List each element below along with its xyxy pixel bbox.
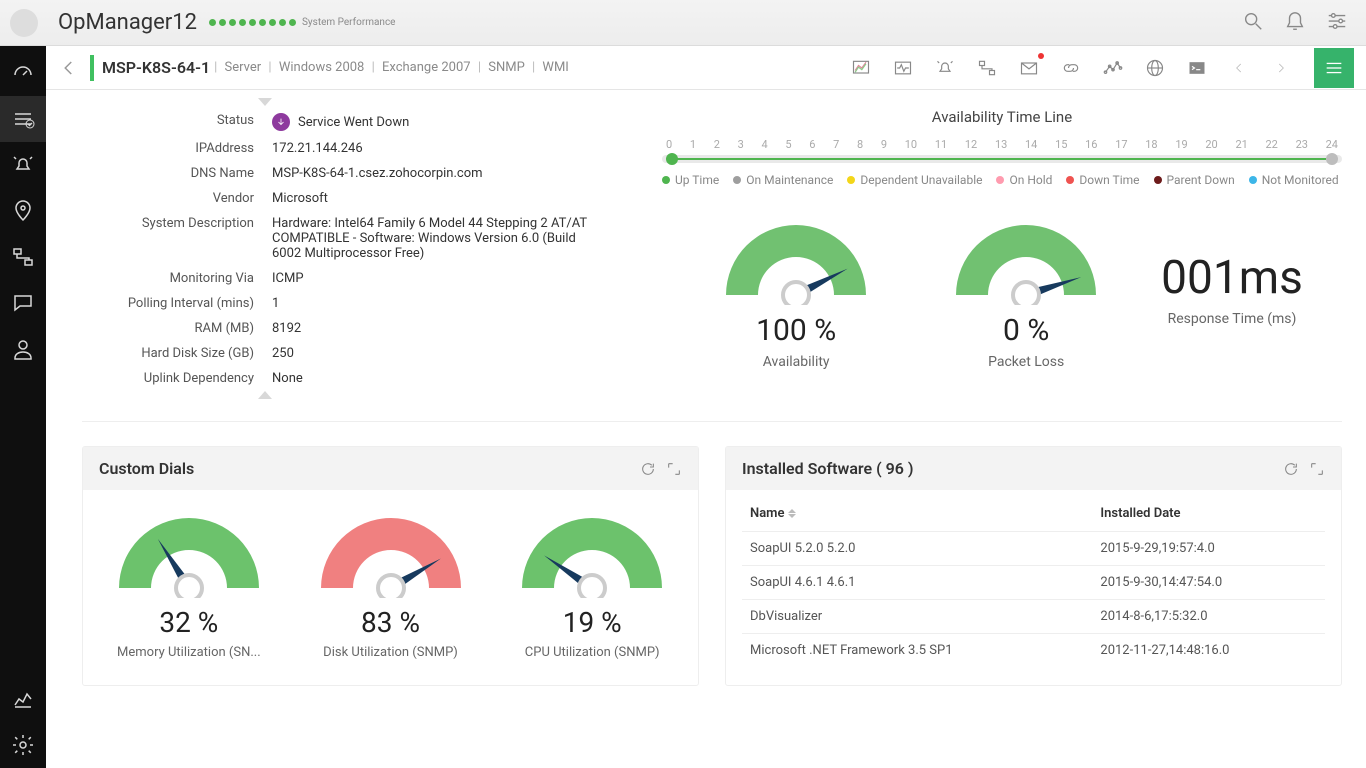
side-item-inventory[interactable] <box>0 96 46 142</box>
breadcrumb: | Server | Windows 2008 | Exchange 2007 … <box>210 60 569 75</box>
action-chart-icon[interactable] <box>846 53 876 83</box>
legend-item: Parent Down <box>1154 173 1235 187</box>
detail-row: RAM (MB)8192 <box>82 316 642 341</box>
app-logo: OpManager12 <box>58 10 197 35</box>
topbar: OpManager12 System Performance <box>0 0 1366 46</box>
detail-row: Uplink DependencyNone <box>82 366 642 391</box>
details-panel: StatusService Went DownIPAddress172.21.1… <box>82 108 642 391</box>
status-color-bar <box>90 55 94 81</box>
expand-up-icon[interactable] <box>258 98 272 106</box>
expand-down-icon[interactable] <box>258 391 272 399</box>
action-terminal-icon[interactable] <box>1182 53 1212 83</box>
response-time-value: 001ms <box>1161 251 1303 305</box>
nav-next-icon[interactable] <box>1266 53 1296 83</box>
detail-row: System DescriptionHardware: Intel64 Fami… <box>82 211 642 266</box>
side-item-dashboard[interactable] <box>0 50 46 96</box>
avatar[interactable] <box>10 9 38 37</box>
table-header[interactable]: Name <box>742 496 1092 532</box>
detail-row: Polling Interval (mins)1 <box>82 291 642 316</box>
dial: 83 %Disk Utilization (SNMP) <box>301 508 481 660</box>
action-link-icon[interactable] <box>1056 53 1086 83</box>
perf-label: System Performance <box>302 17 396 28</box>
table-row[interactable]: Microsoft .NET Framework 3.5 SP12012-11-… <box>742 634 1325 668</box>
timeline-ticks: 0123456789101112131415161718192021222324 <box>662 138 1342 151</box>
side-item-reports[interactable] <box>0 676 46 722</box>
availability-timeline: Availability Time Line 01234567891011121… <box>662 108 1342 391</box>
side-item-maps[interactable] <box>0 188 46 234</box>
detail-row: IPAddress172.21.144.246 <box>82 136 642 161</box>
custom-dials-panel: Custom Dials 32 %Memory Utilization (SN.… <box>82 446 699 686</box>
timeline-title: Availability Time Line <box>662 108 1342 126</box>
page-subheader: MSP-K8S-64-1 | Server | Windows 2008 | E… <box>46 46 1366 90</box>
perf-dots <box>209 19 296 26</box>
software-table: NameInstalled Date SoapUI 5.2.0 5.2.0201… <box>742 496 1325 667</box>
action-activity-icon[interactable] <box>888 53 918 83</box>
back-icon[interactable] <box>60 59 78 77</box>
table-row[interactable]: SoapUI 5.2.0 5.2.02015-9-29,19:57:4.0 <box>742 532 1325 566</box>
detail-row: Monitoring ViaICMP <box>82 266 642 291</box>
settings-sliders-icon[interactable] <box>1326 10 1348 36</box>
sidebar <box>0 46 46 768</box>
host-name: MSP-K8S-64-1 <box>102 58 210 77</box>
response-time-box: 001ms Response Time (ms) <box>1161 251 1303 370</box>
side-item-network[interactable] <box>0 234 46 280</box>
gauge: 100 %Availability <box>701 215 891 370</box>
table-row[interactable]: SoapUI 4.6.1 4.6.12015-9-30,14:47:54.0 <box>742 566 1325 600</box>
refresh-icon[interactable] <box>1283 461 1299 477</box>
legend-item: On Maintenance <box>733 173 833 187</box>
dial: 32 %Memory Utilization (SN... <box>99 508 279 660</box>
refresh-icon[interactable] <box>640 461 656 477</box>
action-alarm-icon[interactable] <box>930 53 960 83</box>
bell-icon[interactable] <box>1284 10 1306 36</box>
action-graph-icon[interactable] <box>1098 53 1128 83</box>
panel-title: Custom Dials <box>99 459 194 478</box>
legend-item: Not Monitored <box>1249 173 1339 187</box>
table-header[interactable]: Installed Date <box>1092 496 1325 532</box>
dial: 19 %CPU Utilization (SNMP) <box>502 508 682 660</box>
side-item-settings[interactable] <box>0 722 46 768</box>
action-topology-icon[interactable] <box>972 53 1002 83</box>
timeline-track <box>662 155 1342 163</box>
table-row[interactable]: DbVisualizer2014-8-6,17:5:32.0 <box>742 600 1325 634</box>
expand-icon[interactable] <box>1309 461 1325 477</box>
search-icon[interactable] <box>1242 10 1264 36</box>
detail-row: StatusService Went Down <box>82 108 642 136</box>
timeline-legend: Up Time On Maintenance Dependent Unavailab… <box>662 173 1342 187</box>
legend-item: Down Time <box>1066 173 1139 187</box>
legend-item: Dependent Unavailable <box>847 173 982 187</box>
legend-item: On Hold <box>996 173 1052 187</box>
main-gauge-row: 100 %Availability 0 %Packet Loss 001ms Re… <box>662 215 1342 370</box>
nav-prev-icon[interactable] <box>1224 53 1254 83</box>
status-down-icon <box>272 113 290 131</box>
expand-icon[interactable] <box>666 461 682 477</box>
detail-row: VendorMicrosoft <box>82 186 642 211</box>
panel-title: Installed Software ( 96 ) <box>742 459 914 478</box>
side-item-user[interactable] <box>0 326 46 372</box>
detail-row: Hard Disk Size (GB)250 <box>82 341 642 366</box>
response-time-label: Response Time (ms) <box>1161 311 1303 327</box>
side-item-alerts[interactable] <box>0 142 46 188</box>
legend-item: Up Time <box>662 173 719 187</box>
menu-button[interactable] <box>1314 48 1354 88</box>
detail-row: DNS NameMSP-K8S-64-1.csez.zohocorpin.com <box>82 161 642 186</box>
installed-software-panel: Installed Software ( 96 ) NameInstalled … <box>725 446 1342 686</box>
side-item-chat[interactable] <box>0 280 46 326</box>
gauge: 0 %Packet Loss <box>931 215 1121 370</box>
action-mail-icon[interactable] <box>1014 53 1044 83</box>
action-globe-icon[interactable] <box>1140 53 1170 83</box>
